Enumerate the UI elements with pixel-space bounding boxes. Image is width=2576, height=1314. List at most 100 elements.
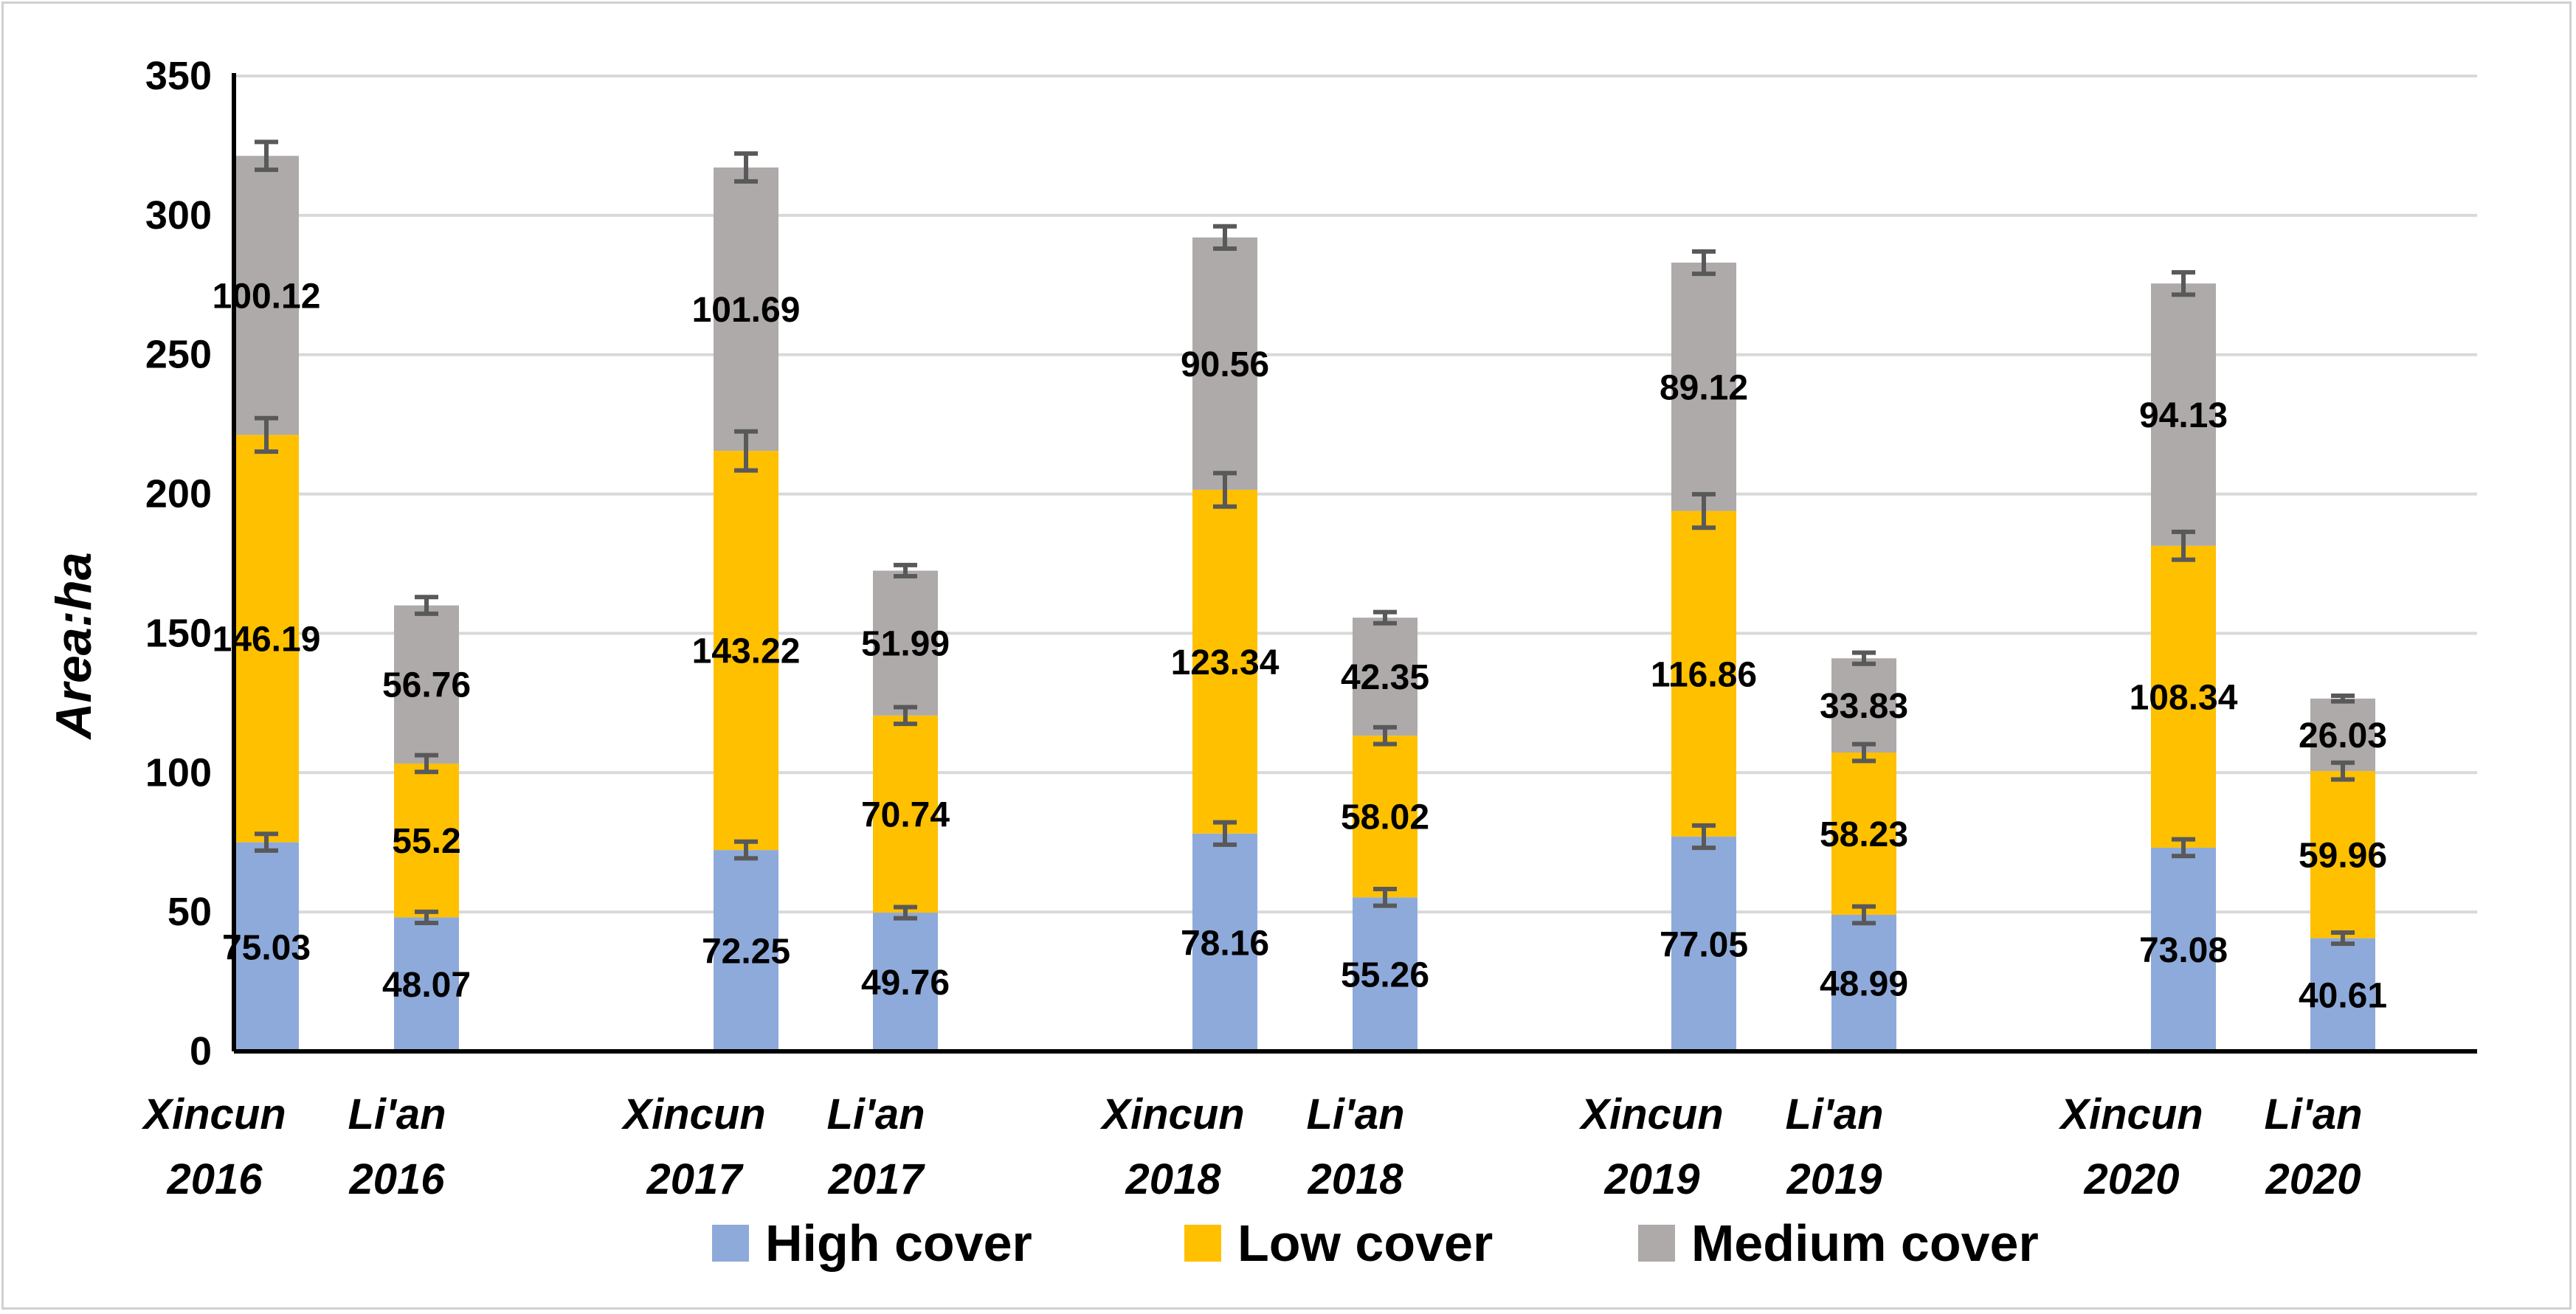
data-label: 143.22 (692, 632, 801, 671)
error-bar (1692, 249, 1716, 277)
bar-segment (2151, 847, 2216, 1051)
legend-swatch (712, 1225, 749, 1262)
error-bar (1213, 224, 1237, 251)
data-label: 33.83 (1820, 687, 1908, 726)
stacked-bar-chart: 0 50 100 150 200 250 300 350 75.03 146.19 100.12 48… (46, 54, 2477, 1272)
x-category-label: 2017 (646, 1155, 744, 1203)
error-bar (255, 139, 278, 173)
bar-segment (234, 842, 299, 1051)
error-bar (1692, 823, 1716, 851)
bar-segment (714, 167, 778, 452)
bar-segment (1671, 511, 1736, 837)
x-category-label: 2016 (166, 1155, 263, 1203)
bar-segment (394, 917, 459, 1051)
bar-segment (2151, 545, 2216, 848)
x-category-label: Li'an (826, 1090, 925, 1138)
x-category-label: Li'an (1306, 1090, 1404, 1138)
error-bar (1213, 471, 1237, 509)
x-category-label: 2019 (1786, 1155, 1882, 1203)
bar-segment (234, 435, 299, 843)
data-label: 146.19 (213, 620, 321, 660)
bar-segment (1353, 897, 1418, 1051)
bar-segment (873, 913, 938, 1051)
bar-segment (714, 451, 778, 851)
error-bar (255, 415, 278, 454)
x-category-label: Xincun (141, 1090, 286, 1138)
bar-segment (1831, 658, 1896, 753)
error-bar (894, 705, 917, 727)
error-bar (1373, 886, 1397, 908)
bar-segment (714, 850, 778, 1051)
error-bar (415, 909, 438, 925)
data-label: 56.76 (382, 666, 471, 705)
error-bar (2331, 760, 2355, 782)
bar-segment (2310, 938, 2375, 1051)
y-tick-label: 300 (145, 193, 212, 238)
x-category-label: 2018 (1125, 1155, 1221, 1203)
bar-segment (2151, 283, 2216, 546)
data-label: 123.34 (1171, 643, 1280, 682)
data-label: 77.05 (1660, 925, 1748, 964)
bar-segment (1192, 237, 1257, 490)
error-bar (415, 753, 438, 775)
error-bar (2331, 930, 2355, 947)
x-category-label: Xincun (1578, 1090, 1723, 1138)
legend-swatch (1638, 1225, 1675, 1262)
bar-segment (1192, 833, 1257, 1051)
bar-segment (2310, 771, 2375, 938)
error-bar (1373, 725, 1397, 747)
data-label: 90.56 (1181, 345, 1269, 384)
error-bar (1852, 650, 1876, 666)
data-label: 48.99 (1820, 964, 1908, 1003)
error-bar (2172, 837, 2195, 859)
error-bar (255, 831, 278, 853)
error-bar (415, 595, 438, 616)
data-label: 48.07 (382, 966, 471, 1005)
bar-segment (1353, 618, 1418, 736)
error-bar (1852, 741, 1876, 764)
y-tick-label: 350 (145, 54, 212, 98)
x-category-label: 2016 (348, 1155, 445, 1203)
x-category-label: Li'an (348, 1090, 446, 1138)
data-label: 59.96 (2299, 836, 2387, 875)
x-category-label: Xincun (621, 1090, 765, 1138)
data-label: 108.34 (2130, 678, 2238, 717)
x-category-label: Li'an (1785, 1090, 1883, 1138)
data-label: 58.23 (1820, 815, 1908, 854)
data-label: 89.12 (1660, 368, 1748, 407)
x-category-label: Xincun (2058, 1090, 2203, 1138)
x-category-label: 2020 (2265, 1155, 2361, 1203)
x-category-label: Li'an (2264, 1090, 2362, 1138)
y-tick-label: 100 (145, 750, 212, 795)
y-tick-label: 0 (190, 1029, 212, 1073)
data-label: 94.13 (2139, 396, 2228, 435)
error-bar (734, 839, 758, 861)
data-label: 72.25 (702, 933, 790, 972)
bar-segment (234, 156, 299, 435)
error-bar (1213, 820, 1237, 847)
legend-swatch (1184, 1225, 1221, 1262)
data-label: 58.02 (1341, 798, 1429, 837)
error-bar (1692, 491, 1716, 530)
error-bar (2331, 694, 2355, 704)
error-bar (894, 562, 917, 579)
error-bar (1852, 904, 1876, 926)
data-label: 49.76 (861, 964, 950, 1003)
y-tick-label: 250 (145, 333, 212, 377)
error-bar (2172, 529, 2195, 562)
x-category-label: 2018 (1307, 1155, 1403, 1203)
data-label: 100.12 (213, 277, 321, 316)
data-label: 42.35 (1341, 658, 1429, 697)
error-bar (894, 905, 917, 921)
bar-segment (873, 715, 938, 913)
bar-segment (1831, 753, 1896, 915)
error-bar (734, 429, 758, 473)
legend-label: Low cover (1237, 1214, 1493, 1272)
data-label: 101.69 (692, 291, 801, 330)
y-tick-label: 50 (168, 890, 212, 934)
bar-segment (394, 763, 459, 918)
x-category-label: 2017 (827, 1155, 925, 1203)
error-bar (1373, 609, 1397, 626)
bar-segment (1671, 836, 1736, 1051)
